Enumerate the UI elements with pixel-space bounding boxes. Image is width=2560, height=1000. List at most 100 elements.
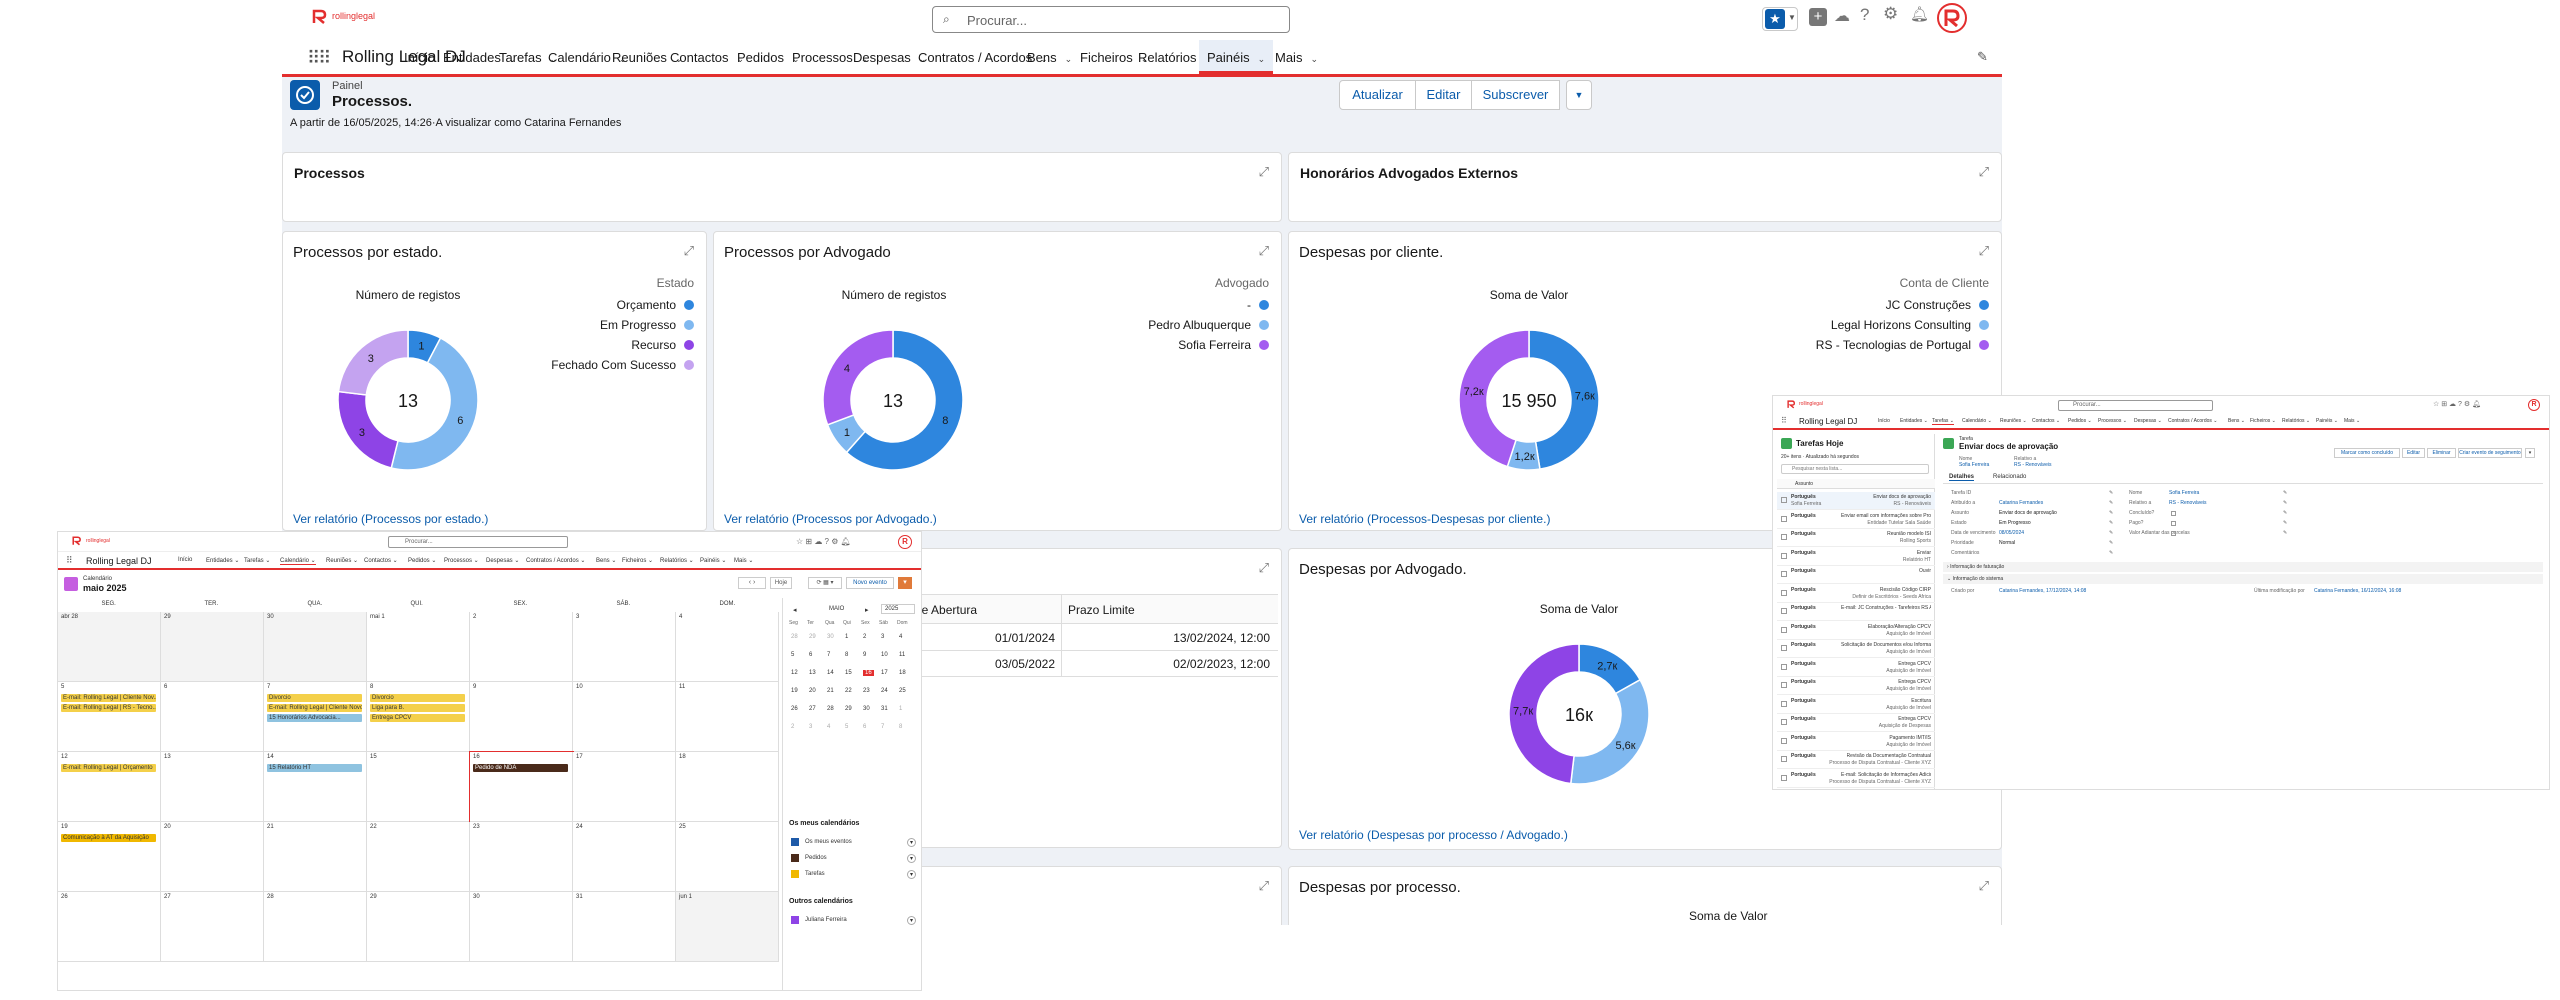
expand-icon[interactable]: ⤢: [1258, 243, 1269, 258]
task-nav-item[interactable]: Painéis ⌄: [2316, 418, 2338, 424]
field-value[interactable]: RS - Renováveis: [2014, 462, 2052, 468]
field-value[interactable]: Catarina Fernandes: [1999, 500, 2044, 506]
edit-pencil-icon[interactable]: ✎: [2109, 490, 2114, 496]
calendar-event[interactable]: E-mail: Rolling Legal | Cliente Nov...: [61, 694, 156, 702]
edit-pencil-icon[interactable]: ✎: [2109, 500, 2114, 506]
header-icons[interactable]: ☆ ⊞ ☁ ? ⚙ 🔔︎: [796, 537, 851, 546]
nav-item-1[interactable]: Entidades ⌄: [443, 50, 516, 65]
task-list-item[interactable]: Português Rescisão Código CIRP Definir de …: [1777, 585, 1935, 603]
mini-day[interactable]: 14: [827, 670, 834, 676]
chevron-down-icon[interactable]: ⌄: [549, 54, 558, 64]
nav-item-5[interactable]: Contactos ⌄: [670, 50, 744, 65]
field-value[interactable]: 08/05/2024: [1999, 530, 2025, 536]
view-report-link[interactable]: Ver relatório (Processos por Advogado.): [724, 512, 937, 526]
calendar-day-cell[interactable]: 30: [470, 892, 573, 962]
task-list-item[interactable]: Português Revisão da Documentação Contrat…: [1777, 751, 1935, 769]
chevron-down-icon[interactable]: ▾: [907, 838, 916, 847]
calendar-event[interactable]: 15 Relatório HT: [267, 764, 362, 772]
donut-slice-2[interactable]: [337, 390, 399, 469]
subscribe-button[interactable]: Subscrever: [1471, 80, 1560, 110]
calendar-day-cell[interactable]: jun 1: [676, 892, 779, 962]
donut-slice-0[interactable]: [845, 329, 964, 471]
global-actions-icon[interactable]: +: [1809, 8, 1827, 26]
calendar-event[interactable]: Liga para B.: [370, 704, 465, 712]
legend-entry[interactable]: -: [1247, 298, 1269, 312]
cal-nav-item[interactable]: Início: [178, 557, 193, 563]
nav-item-4[interactable]: Reuniões ⌄: [612, 50, 682, 65]
calendar-day-cell[interactable]: 20: [161, 822, 264, 892]
checkbox[interactable]: [1781, 645, 1787, 651]
my-calendar-item[interactable]: Tarefas: [805, 871, 825, 877]
calendar-day-cell[interactable]: 31: [573, 892, 676, 962]
calendar-day-cell[interactable]: 14: [264, 752, 367, 822]
calendar-day-cell[interactable]: 17: [573, 752, 676, 822]
calendar-day-cell[interactable]: 5: [58, 682, 161, 752]
checkbox[interactable]: [1781, 719, 1787, 725]
help-icon[interactable]: ?: [1860, 5, 1870, 24]
calendar-event[interactable]: Divorcio: [370, 694, 465, 702]
mini-year-select[interactable]: 2025: [881, 604, 915, 614]
mini-day[interactable]: 5: [791, 652, 795, 658]
checkbox[interactable]: [1781, 682, 1787, 688]
task-nav-item[interactable]: Tarefas ⌄: [1932, 418, 1954, 425]
calendar-event[interactable]: E-mail: Rolling Legal | Orçamento: [61, 764, 156, 772]
mini-day[interactable]: 25: [899, 688, 906, 694]
task-list-item[interactable]: Português Enviar email com informações so…: [1777, 511, 1935, 529]
cal-nav-item[interactable]: Reuniões ⌄: [326, 558, 359, 564]
calendar-day-cell[interactable]: abr 28: [58, 612, 161, 682]
calendar-event[interactable]: Comunicação à AT da Aquisição: [61, 834, 156, 842]
chevron-down-icon[interactable]: ⌄: [1140, 54, 1149, 64]
prev-next-buttons[interactable]: ‹ ›: [738, 577, 766, 589]
calendar-day-cell[interactable]: 28: [264, 892, 367, 962]
expand-icon[interactable]: ⤢: [1258, 560, 1269, 575]
task-list-item[interactable]: Português Entrega CPCV Aquisição de Despes…: [1777, 714, 1935, 732]
task-nav-item[interactable]: Calendário ⌄: [1962, 418, 1992, 424]
edit-pencil-icon[interactable]: ✎: [2283, 490, 2288, 496]
app-launcher-icon[interactable]: ⠿: [66, 555, 73, 565]
mini-day[interactable]: 24: [881, 688, 888, 694]
donut-slice-1[interactable]: [1569, 678, 1650, 785]
mini-day[interactable]: 29: [845, 706, 852, 712]
mini-day[interactable]: 3: [809, 724, 813, 730]
task-nav-item[interactable]: Reuniões ⌄: [2000, 418, 2027, 424]
nav-item-8[interactable]: Despesas ⌄: [853, 50, 926, 65]
edit-pencil-icon[interactable]: ✎: [2109, 520, 2114, 526]
donut-slice-2[interactable]: [1508, 643, 1580, 785]
nav-item-13[interactable]: Painéis ⌄: [1199, 40, 1274, 74]
chevron-down-icon[interactable]: ⌄: [1310, 54, 1318, 64]
chevron-down-icon[interactable]: ⌄: [1257, 54, 1266, 64]
calendar-day-cell[interactable]: 18: [676, 752, 779, 822]
mini-day[interactable]: 1: [899, 706, 903, 712]
edit-pencil-icon[interactable]: ✎: [2283, 500, 2288, 506]
mini-day[interactable]: 11: [899, 652, 906, 658]
mini-day[interactable]: 7: [827, 652, 831, 658]
mini-day[interactable]: 8: [899, 724, 903, 730]
calendar-day-cell[interactable]: 19: [58, 822, 161, 892]
task-list-item[interactable]: Português Pagamento IMT/IS Aquisição de Im…: [1777, 733, 1935, 751]
mini-day[interactable]: 6: [863, 724, 867, 730]
mini-day[interactable]: 16: [863, 670, 874, 676]
list-title[interactable]: Tarefas Hoje: [1796, 439, 1844, 448]
mini-day[interactable]: 3: [881, 634, 885, 640]
calendar-event[interactable]: Entrega CPCV: [370, 714, 465, 722]
legend-entry[interactable]: Sofia Ferreira: [1178, 338, 1269, 352]
mini-day[interactable]: 10: [881, 652, 888, 658]
chevron-down-icon[interactable]: ▾: [907, 854, 916, 863]
chevron-down-icon[interactable]: ⌄: [736, 54, 745, 64]
tab-details[interactable]: Detalhes: [1949, 474, 1975, 481]
edit-pencil-icon[interactable]: ✎: [2109, 550, 2114, 556]
today-button[interactable]: Hoje: [770, 577, 792, 589]
checkbox[interactable]: [1781, 589, 1787, 596]
calendar-day-cell[interactable]: 2: [470, 612, 573, 682]
calendar-day-cell[interactable]: 6: [161, 682, 264, 752]
calendar-day-cell[interactable]: 3: [573, 612, 676, 682]
legend-entry[interactable]: RS - Tecnologias de Portugal: [1816, 338, 1989, 352]
edit-button[interactable]: Editar: [1415, 80, 1472, 110]
calendar-day-cell[interactable]: 11: [676, 682, 779, 752]
legend-entry[interactable]: JC Construções: [1886, 298, 1989, 312]
field-value[interactable]: Sofia Ferreira: [2169, 490, 2200, 496]
more-actions-button[interactable]: ▾: [2525, 448, 2535, 458]
task-list-item[interactable]: Português Escritura Aquisição de Imóvel: [1777, 696, 1935, 714]
calendar-day-cell[interactable]: 9: [470, 682, 573, 752]
mini-day[interactable]: 21: [827, 688, 834, 694]
